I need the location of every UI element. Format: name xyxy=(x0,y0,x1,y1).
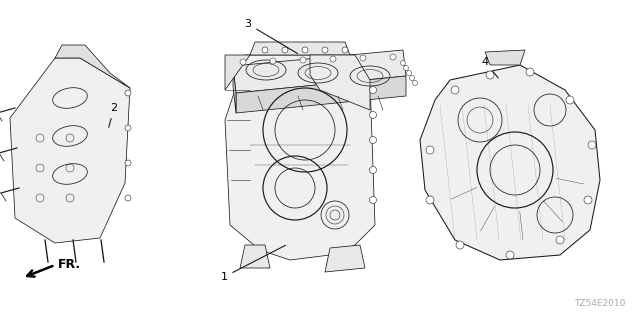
Polygon shape xyxy=(55,45,130,88)
Circle shape xyxy=(125,160,131,166)
Circle shape xyxy=(406,70,412,76)
Circle shape xyxy=(125,195,131,201)
Circle shape xyxy=(360,55,366,61)
Circle shape xyxy=(556,236,564,244)
Circle shape xyxy=(456,241,464,249)
Circle shape xyxy=(330,56,336,62)
Circle shape xyxy=(390,54,396,60)
Text: FR.: FR. xyxy=(58,259,81,271)
Polygon shape xyxy=(250,42,350,55)
Circle shape xyxy=(369,86,376,93)
Circle shape xyxy=(486,71,494,79)
Circle shape xyxy=(125,125,131,131)
Circle shape xyxy=(410,76,415,81)
Circle shape xyxy=(300,57,306,63)
Polygon shape xyxy=(225,55,375,260)
Circle shape xyxy=(588,141,596,149)
Circle shape xyxy=(526,68,534,76)
Circle shape xyxy=(451,86,459,94)
Circle shape xyxy=(566,96,574,104)
Polygon shape xyxy=(233,66,236,113)
Polygon shape xyxy=(420,65,600,260)
Text: 4: 4 xyxy=(481,57,498,78)
Circle shape xyxy=(584,196,592,204)
Circle shape xyxy=(369,196,376,204)
Circle shape xyxy=(342,47,348,53)
Polygon shape xyxy=(325,245,365,272)
Circle shape xyxy=(506,251,514,259)
Circle shape xyxy=(369,166,376,173)
Circle shape xyxy=(369,137,376,143)
Circle shape xyxy=(302,47,308,53)
Circle shape xyxy=(125,90,131,96)
Text: 2: 2 xyxy=(109,103,118,127)
Circle shape xyxy=(413,81,417,85)
Circle shape xyxy=(426,146,434,154)
Text: 1: 1 xyxy=(221,245,285,282)
Circle shape xyxy=(282,47,288,53)
Polygon shape xyxy=(310,55,370,110)
Circle shape xyxy=(270,58,276,64)
Circle shape xyxy=(369,111,376,118)
Polygon shape xyxy=(10,58,130,243)
Circle shape xyxy=(426,196,434,204)
Circle shape xyxy=(262,47,268,53)
Polygon shape xyxy=(240,245,270,268)
Polygon shape xyxy=(236,76,406,113)
Circle shape xyxy=(401,60,406,66)
Text: TZ54E2010: TZ54E2010 xyxy=(573,299,625,308)
Circle shape xyxy=(322,47,328,53)
Polygon shape xyxy=(485,50,525,65)
Circle shape xyxy=(240,59,246,65)
Text: 3: 3 xyxy=(244,19,298,53)
Polygon shape xyxy=(233,50,406,93)
Circle shape xyxy=(403,66,408,70)
Polygon shape xyxy=(225,55,250,90)
